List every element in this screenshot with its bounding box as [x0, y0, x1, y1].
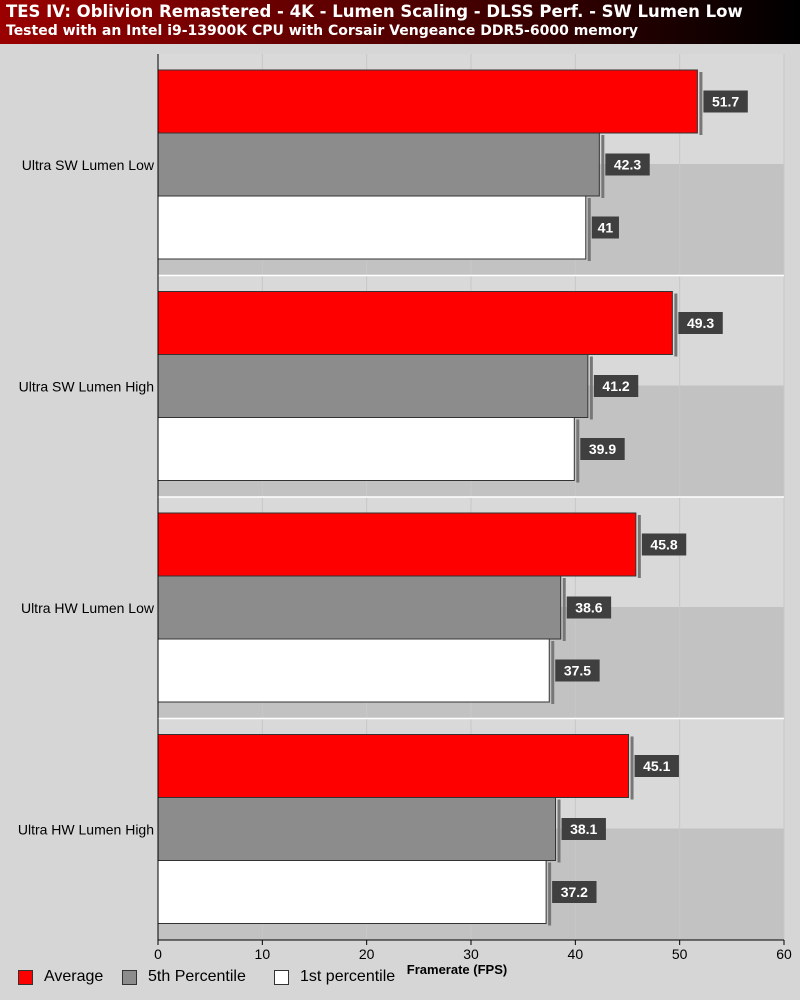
- legend-swatch: [18, 970, 33, 985]
- value-label-box: [561, 818, 606, 840]
- bar: [157, 195, 587, 260]
- category-label: Ultra HW Lumen High: [18, 821, 154, 837]
- x-tick-label: 10: [255, 946, 271, 962]
- bar: [157, 860, 547, 924]
- category-label: Ultra SW Lumen High: [19, 378, 154, 394]
- x-tick-label: 50: [672, 946, 688, 962]
- bar: [157, 132, 600, 197]
- legend-label: 5th Percentile: [148, 968, 246, 985]
- value-label: 45.8: [650, 537, 677, 553]
- value-label-box: [605, 153, 650, 176]
- chart-header: TES IV: Oblivion Remastered - 4K - Lumen…: [0, 0, 800, 44]
- bar: [157, 354, 589, 418]
- bar: [157, 734, 630, 798]
- bar: [157, 69, 698, 134]
- bar-shadow: [557, 799, 561, 863]
- value-label-box: [591, 216, 619, 239]
- bar: [157, 797, 557, 861]
- legend-swatch: [274, 970, 289, 985]
- legend-swatch: [122, 970, 137, 985]
- bar-shadow: [630, 736, 634, 800]
- bar-shadow: [587, 198, 591, 261]
- category-label: Ultra HW Lumen Low: [21, 600, 155, 616]
- bar: [157, 291, 673, 355]
- x-tick-label: 40: [568, 946, 584, 962]
- bar: [157, 417, 575, 481]
- value-label-box: [641, 533, 687, 556]
- value-label: 41.2: [602, 378, 629, 394]
- value-label-box: [634, 755, 679, 777]
- bar-shadow: [589, 356, 593, 420]
- value-label: 38.1: [570, 821, 597, 837]
- value-label-box: [566, 596, 612, 619]
- bar-shadow: [637, 515, 641, 578]
- bar: [157, 512, 637, 577]
- bar-shadow: [576, 419, 580, 483]
- chart-subtitle: Tested with an Intel i9-13900K CPU with …: [6, 23, 639, 39]
- bar-shadow: [601, 135, 605, 198]
- legend-label: Average: [44, 968, 104, 985]
- value-label-box: [580, 438, 625, 460]
- x-tick-label: 30: [463, 946, 479, 962]
- value-label: 37.5: [564, 663, 591, 679]
- bar-shadow: [674, 293, 678, 357]
- bar: [157, 638, 550, 703]
- value-label: 45.1: [643, 758, 670, 774]
- value-label-box: [703, 90, 748, 113]
- category-label: Ultra SW Lumen Low: [22, 157, 155, 173]
- bar-shadow: [551, 641, 555, 704]
- chart-title: TES IV: Oblivion Remastered - 4K - Lumen…: [6, 2, 743, 21]
- value-label-box: [555, 659, 600, 682]
- x-tick-label: 20: [359, 946, 375, 962]
- bar-shadow: [562, 578, 566, 641]
- value-label: 39.9: [589, 441, 616, 457]
- value-label-box: [678, 312, 723, 334]
- value-label: 51.7: [712, 94, 739, 110]
- value-label: 49.3: [687, 315, 714, 331]
- bar-shadow: [699, 72, 703, 135]
- value-label-box: [552, 881, 597, 903]
- bar-shadow: [548, 862, 552, 926]
- value-label: 37.2: [561, 884, 588, 900]
- value-label: 42.3: [614, 157, 641, 173]
- bar: [157, 575, 562, 640]
- legend-label: 1st percentile: [300, 968, 396, 985]
- x-axis-label: Framerate (FPS): [407, 962, 507, 977]
- value-label: 38.6: [575, 600, 602, 616]
- x-tick-label: 0: [154, 946, 162, 962]
- x-tick-label: 60: [776, 946, 792, 962]
- value-label: 41: [598, 220, 614, 236]
- value-label-box: [593, 375, 639, 397]
